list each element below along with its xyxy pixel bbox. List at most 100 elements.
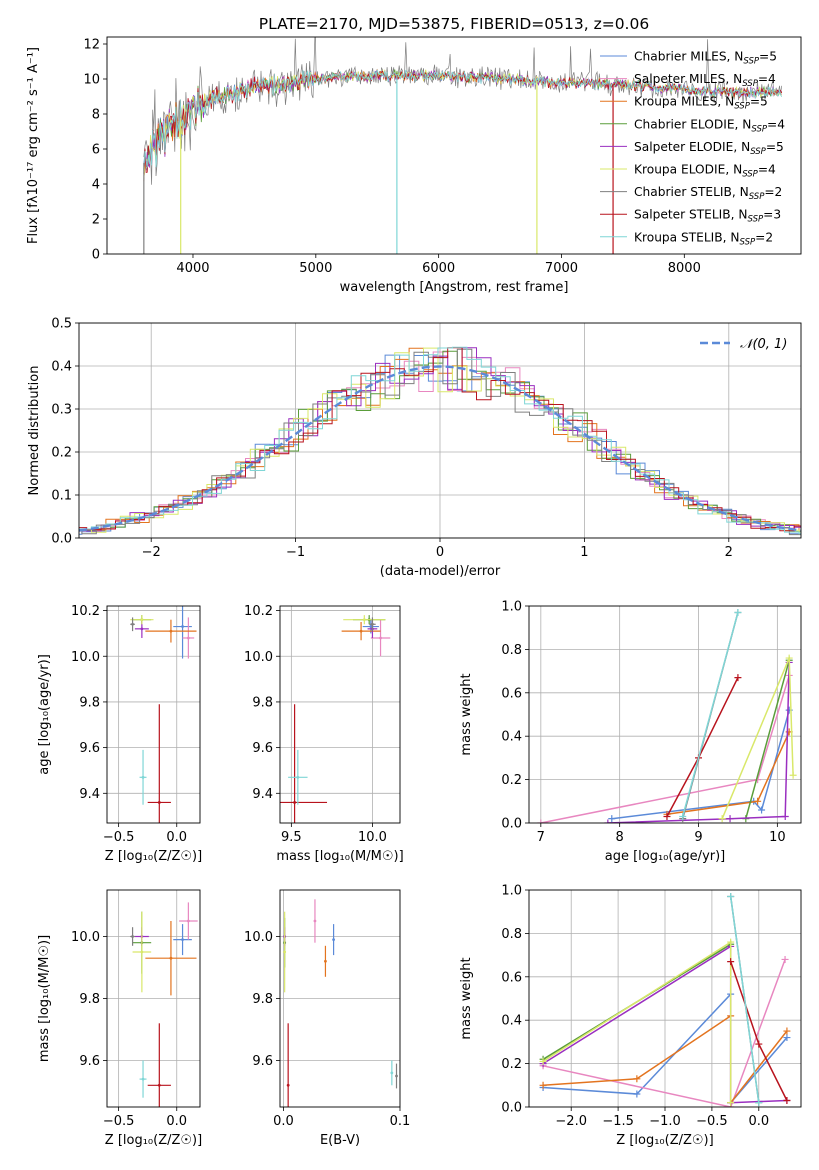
legend-label-sub: SSP	[743, 57, 759, 67]
plot-area	[529, 890, 801, 1107]
legend-label: Salpeter ELODIE, NSSP=5	[634, 140, 784, 157]
legend-label-text: Kroupa STELIB, N	[634, 230, 740, 244]
legend-label-sub: SSP	[742, 170, 758, 180]
panel-massweight_vs_Z: −2.0 −1.5 −1.0 −0.5 0.0 0.0 0.2 0.4 0.6 0.8 1.0 Z […	[459, 884, 802, 1148]
point-marker	[293, 801, 296, 804]
series-marker-kroupa_elodie	[539, 1057, 547, 1065]
series-marker-kroupa_miles	[633, 1075, 641, 1083]
series-marker-chabrier_miles	[783, 1034, 791, 1042]
legend-label: Salpeter STELIB, NSSP=3	[634, 208, 781, 225]
y-tick-label: 0.0	[501, 1101, 522, 1116]
y-tick-label: 0.2	[501, 773, 522, 788]
point-marker	[313, 919, 317, 923]
point-marker	[395, 1074, 398, 1078]
series-marker-kroupa_miles	[754, 797, 762, 805]
point-marker	[169, 629, 173, 633]
legend-label: Chabrier MILES, NSSP=5	[634, 50, 777, 67]
legend-label: Kroupa STELIB, NSSP=2	[634, 230, 773, 247]
x-tick-label: 5000	[299, 261, 332, 276]
series-line-salpeter_miles	[542, 959, 786, 1107]
point-marker	[140, 950, 144, 954]
legend-label-eq: =4	[758, 163, 776, 177]
axes-frame	[279, 889, 401, 1108]
point-marker	[324, 959, 327, 963]
point-kroupa_elodie	[130, 615, 154, 625]
series-line-kroupa_miles	[666, 731, 790, 816]
y-tick-label: 9.8	[252, 695, 273, 710]
legend-label: Chabrier ELODIE, NSSP=4	[634, 117, 785, 134]
legend-label-eq: =4	[758, 72, 776, 86]
legend-label: Kroupa ELODIE, NSSP=4	[634, 163, 776, 180]
legend-label-sub: SSP	[751, 124, 767, 134]
series-marker-kroupa_stelib	[679, 812, 687, 820]
point-marker	[286, 1083, 290, 1087]
y-tick-label: 1.0	[501, 884, 522, 899]
point-marker	[296, 775, 300, 779]
x-tick-label: 7	[537, 830, 545, 845]
x-tick-label: 0.0	[166, 830, 187, 845]
point-kroupa_elodie	[343, 615, 386, 625]
x-axis-label: (data-model)/error	[380, 564, 501, 579]
legend-label-sub: SSP	[740, 237, 756, 247]
panel-age_vs_mass: 9.5 10.0 9.4 9.6 9.8 10.0 10.2 mass [log₁₀(M/M☉…	[244, 604, 404, 864]
axes-frame	[106, 889, 201, 1108]
series-marker-chabrier_miles	[608, 815, 616, 823]
spectrum-line-kroupa_stelib	[143, 69, 783, 171]
y-tick-label: 0	[92, 248, 100, 263]
point-marker	[131, 622, 134, 626]
series-marker-salpeter_elodie	[781, 812, 789, 820]
panel-massweight_vs_age: 7 8 9 10 0.0 0.2 0.4 0.6 0.8 1.0 age [log₁₀(age/yr…	[459, 600, 802, 864]
y-axis-label: age [log₁₀(age/yr)]	[37, 654, 52, 775]
x-tick-label: −1.0	[649, 1114, 681, 1129]
x-tick-label: −1	[286, 545, 305, 560]
point-salpeter_stelib	[147, 1023, 171, 1107]
legend-label-eq: =3	[763, 208, 781, 222]
point-marker	[390, 1071, 394, 1075]
y-tick-label: 0.2	[501, 1057, 522, 1072]
axes-frame	[528, 889, 802, 1108]
legend-label-eq: =5	[759, 50, 777, 64]
legend-label-text: Kroupa MILES, N	[634, 95, 734, 109]
x-axis-label: E(B-V)	[320, 1133, 360, 1148]
legend-label-sub: SSP	[742, 79, 758, 89]
legend-label: Chabrier STELIB, NSSP=2	[634, 185, 782, 202]
y-axis-label: mass weight	[459, 673, 474, 755]
y-tick-label: 0.4	[51, 360, 72, 375]
point-chabrier_miles	[173, 606, 192, 659]
series-marker-salpeter_miles	[537, 819, 545, 823]
y-tick-label: 0.0	[51, 532, 72, 547]
plot-area	[280, 606, 400, 823]
x-tick-label: 9.5	[281, 830, 302, 845]
y-tick-label: 0.3	[51, 403, 72, 418]
y-axis-label: Flux [fλ10⁻¹⁷ erg cm⁻² s⁻¹ A⁻¹]	[26, 47, 41, 244]
series-marker-salpeter_elodie	[604, 819, 612, 823]
x-tick-label: 8	[616, 830, 624, 845]
point-marker	[157, 801, 161, 804]
y-tick-label: 0.5	[51, 317, 72, 332]
series-marker-salpeter_miles	[781, 955, 789, 963]
series-marker-kroupa_elodie	[785, 654, 793, 662]
point-chabrier_stelib	[130, 617, 135, 632]
point-marker	[131, 935, 134, 938]
x-axis-label: Z [log₁₀(Z/Z☉)]	[105, 849, 202, 864]
x-tick-label: −2.0	[555, 1114, 587, 1129]
series-line-kroupa_stelib	[681, 612, 739, 817]
legend-label-eq: =2	[764, 185, 782, 199]
axes-frame	[528, 605, 802, 824]
point-marker	[181, 938, 184, 941]
x-axis-label: wavelength [Angstrom, rest frame]	[340, 280, 569, 295]
series-line-salpeter_elodie	[607, 662, 790, 823]
legend-label-eq: =5	[766, 140, 784, 154]
legend-label-sub: SSP	[747, 215, 763, 225]
point-kroupa_stelib	[288, 749, 308, 805]
series-marker-kroupa_miles	[783, 1027, 791, 1035]
point-kroupa_miles	[145, 921, 197, 996]
series-line-kroupa_stelib	[729, 896, 760, 1103]
legend-label-text: Kroupa ELODIE, N	[634, 163, 742, 177]
axes-frame	[78, 322, 802, 539]
point-kroupa_elodie	[283, 911, 287, 993]
plot-area	[529, 606, 801, 823]
point-salpeter_stelib	[280, 704, 328, 823]
